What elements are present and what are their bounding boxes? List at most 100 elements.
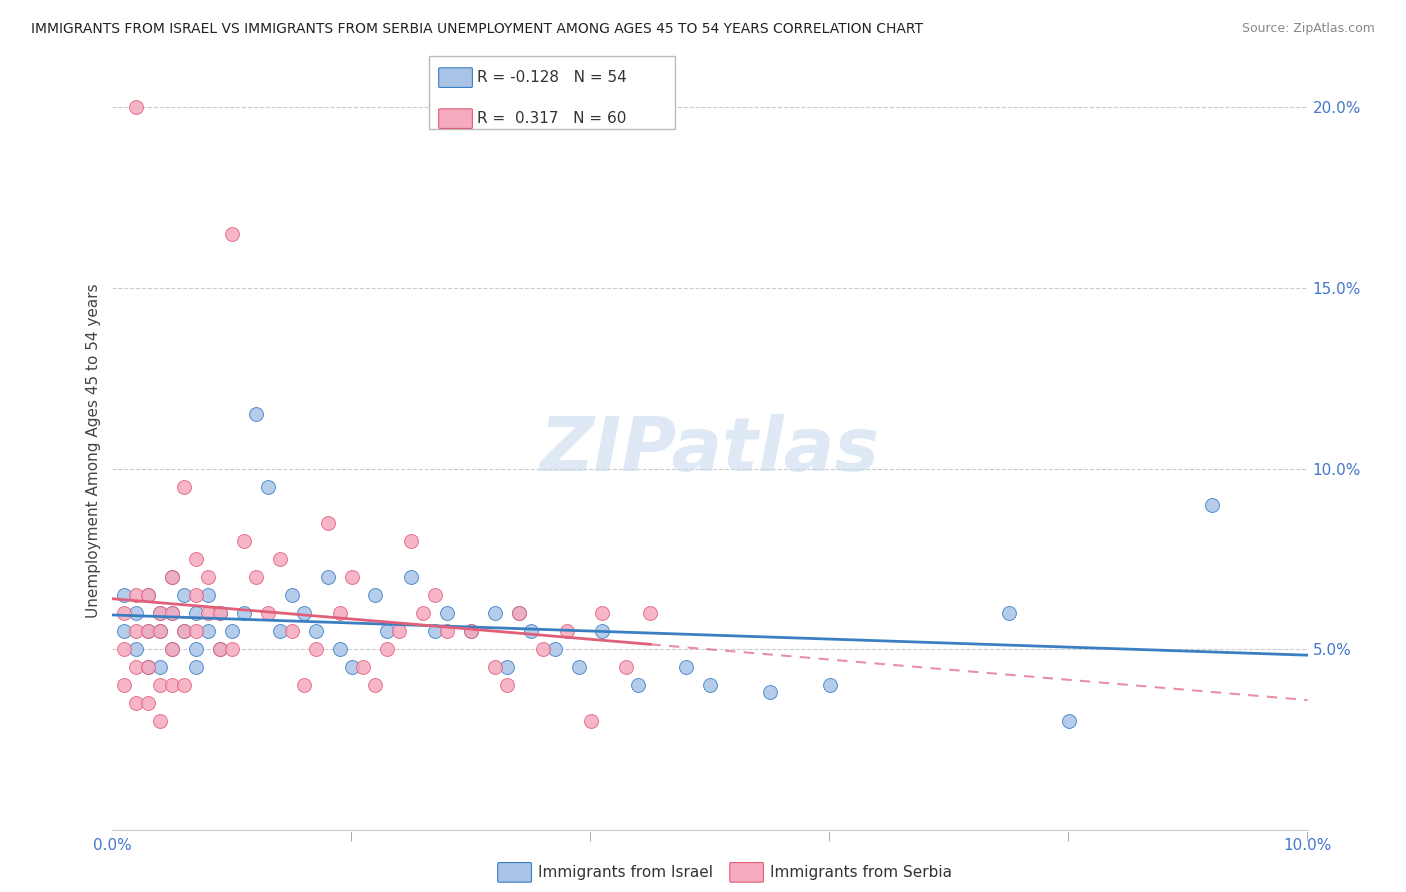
Point xyxy=(233,533,256,548)
Point xyxy=(138,660,160,674)
Point xyxy=(460,624,482,638)
Point xyxy=(162,642,183,657)
Point xyxy=(508,606,530,620)
Point xyxy=(364,678,387,692)
Text: Source: ZipAtlas.com: Source: ZipAtlas.com xyxy=(1241,22,1375,36)
Point xyxy=(425,588,447,602)
Point xyxy=(173,624,195,638)
Point xyxy=(125,100,148,114)
Point xyxy=(436,624,458,638)
Point xyxy=(114,624,135,638)
Point xyxy=(281,588,304,602)
Point xyxy=(138,696,160,710)
Point xyxy=(292,678,315,692)
Point xyxy=(531,642,554,657)
Point xyxy=(197,606,219,620)
Point xyxy=(221,624,243,638)
Point xyxy=(245,570,267,584)
Point xyxy=(138,588,160,602)
Text: ZIPatlas: ZIPatlas xyxy=(540,414,880,487)
Point xyxy=(329,606,352,620)
Point xyxy=(149,624,172,638)
Point xyxy=(377,642,399,657)
Point xyxy=(460,624,482,638)
Point xyxy=(125,606,148,620)
Point xyxy=(221,227,243,241)
Point xyxy=(316,516,339,530)
Point xyxy=(125,696,148,710)
Point xyxy=(484,660,506,674)
Point xyxy=(221,642,243,657)
Point xyxy=(162,606,183,620)
Text: R =  0.317   N = 60: R = 0.317 N = 60 xyxy=(477,112,626,126)
Point xyxy=(173,678,195,692)
Point xyxy=(138,588,160,602)
Point xyxy=(412,606,434,620)
Point xyxy=(520,624,543,638)
Point xyxy=(340,660,363,674)
Point xyxy=(186,642,208,657)
Point xyxy=(998,606,1021,620)
Text: IMMIGRANTS FROM ISRAEL VS IMMIGRANTS FROM SERBIA UNEMPLOYMENT AMONG AGES 45 TO 5: IMMIGRANTS FROM ISRAEL VS IMMIGRANTS FRO… xyxy=(31,22,922,37)
Point xyxy=(114,678,135,692)
Point xyxy=(592,606,614,620)
Point xyxy=(508,606,530,620)
Point xyxy=(186,606,208,620)
Point xyxy=(209,606,232,620)
Point xyxy=(162,606,183,620)
Point xyxy=(425,624,447,638)
Point xyxy=(197,588,219,602)
Point xyxy=(186,624,208,638)
Point xyxy=(353,660,375,674)
Point xyxy=(173,588,195,602)
Point xyxy=(543,642,565,657)
Point xyxy=(149,606,172,620)
Point xyxy=(818,678,841,692)
Point xyxy=(592,624,614,638)
Point xyxy=(269,624,291,638)
Point xyxy=(627,678,650,692)
Point xyxy=(699,678,721,692)
Point xyxy=(759,685,782,699)
Point xyxy=(257,479,280,493)
Point xyxy=(340,570,363,584)
Point xyxy=(555,624,578,638)
Point xyxy=(173,624,195,638)
Text: R = -0.128   N = 54: R = -0.128 N = 54 xyxy=(477,70,627,85)
Point xyxy=(292,606,315,620)
Point xyxy=(149,678,172,692)
Point xyxy=(377,624,399,638)
Point xyxy=(162,570,183,584)
Point xyxy=(364,588,387,602)
Point xyxy=(568,660,591,674)
Point xyxy=(186,588,208,602)
Point xyxy=(616,660,638,674)
Point xyxy=(197,570,219,584)
Point xyxy=(675,660,697,674)
Point xyxy=(114,588,135,602)
Y-axis label: Unemployment Among Ages 45 to 54 years: Unemployment Among Ages 45 to 54 years xyxy=(86,283,101,618)
Point xyxy=(329,642,352,657)
Point xyxy=(138,660,160,674)
Point xyxy=(640,606,662,620)
Point xyxy=(579,714,602,729)
Point xyxy=(401,570,423,584)
Point xyxy=(125,642,148,657)
Point xyxy=(233,606,256,620)
Point xyxy=(125,624,148,638)
Point xyxy=(114,606,135,620)
Point xyxy=(173,479,195,493)
Point xyxy=(281,624,304,638)
Point xyxy=(316,570,339,584)
Point xyxy=(209,642,232,657)
Point xyxy=(125,660,148,674)
Point xyxy=(269,551,291,566)
Point xyxy=(496,678,519,692)
Point xyxy=(305,642,328,657)
Point xyxy=(162,570,183,584)
Point xyxy=(186,551,208,566)
Point xyxy=(138,624,160,638)
Point xyxy=(388,624,411,638)
Text: Immigrants from Serbia: Immigrants from Serbia xyxy=(770,865,952,880)
Point xyxy=(1057,714,1080,729)
